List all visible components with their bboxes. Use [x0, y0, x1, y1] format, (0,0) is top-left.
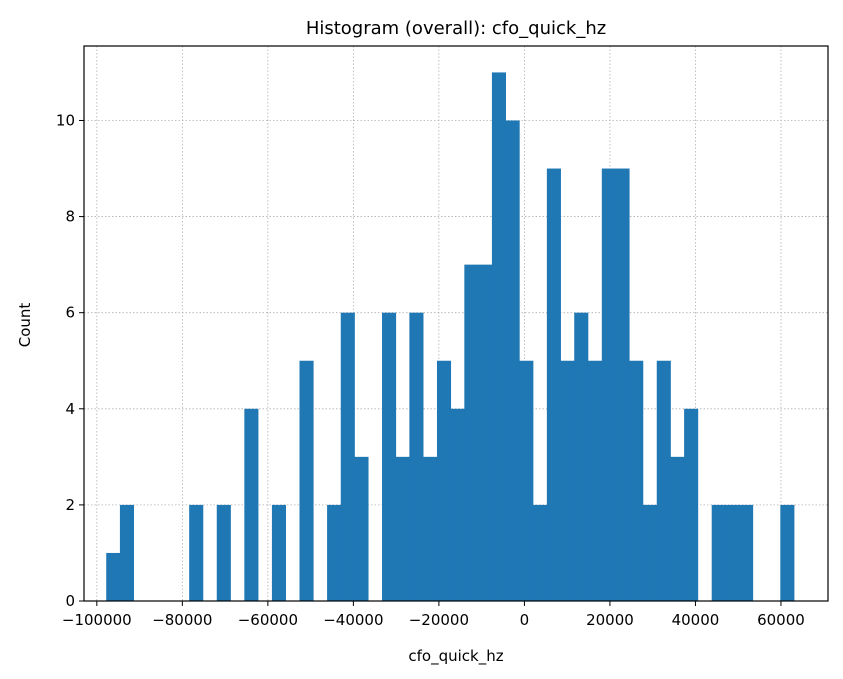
y-tick-label: 4 — [65, 400, 75, 418]
y-tick-label: 2 — [65, 496, 75, 514]
histogram-bar — [739, 504, 754, 601]
histogram-bar — [299, 360, 314, 601]
y-tick-label: 6 — [65, 304, 75, 322]
histogram-bar — [780, 504, 795, 601]
y-axis-label: Count — [16, 303, 34, 348]
x-tick-label: 0 — [520, 611, 530, 629]
histogram-bar — [354, 456, 369, 601]
histogram-bar — [725, 504, 740, 601]
histogram-bars — [106, 72, 795, 601]
histogram-bar — [601, 168, 616, 601]
plot-frame — [83, 45, 829, 602]
histogram-bar — [505, 120, 520, 601]
x-tick-label: −40000 — [323, 611, 383, 629]
histogram-bar — [574, 312, 589, 601]
x-tick-label: −20000 — [409, 611, 469, 629]
histogram-bar — [670, 456, 685, 601]
y-axis-ticks: 0 2 4 6 8 10 — [56, 111, 84, 610]
x-tick-label: −80000 — [152, 611, 212, 629]
histogram-bar — [546, 168, 561, 601]
x-tick-label: −100000 — [62, 611, 132, 629]
histogram-bar — [189, 504, 204, 601]
histogram-bar — [327, 504, 342, 601]
x-axis-label: cfo_quick_hz — [408, 647, 503, 666]
histogram-bar — [587, 360, 603, 601]
histogram-bar — [216, 504, 231, 601]
histogram-bar — [423, 456, 438, 601]
histogram-bar — [340, 312, 355, 601]
histogram-bar — [382, 312, 397, 601]
histogram-bar — [684, 408, 699, 601]
x-tick-label: 60000 — [757, 611, 805, 629]
x-axis-ticks: −100000 −80000 −60000 −40000 −20000 0 20000 400… — [62, 601, 805, 629]
histogram-bar — [395, 456, 410, 601]
histogram-bar — [711, 504, 726, 601]
histogram-bar — [656, 360, 671, 601]
histogram-bar — [450, 408, 465, 601]
histogram-bar — [106, 552, 121, 601]
histogram-bar — [629, 360, 644, 601]
histogram-bar — [119, 504, 134, 601]
x-tick-label: 40000 — [672, 611, 720, 629]
chart-title: Histogram (overall): cfo_quick_hz — [306, 18, 606, 39]
y-tick-label: 0 — [65, 592, 75, 610]
y-tick-label: 8 — [65, 208, 75, 226]
x-tick-label: −60000 — [238, 611, 298, 629]
histogram-bar — [271, 504, 287, 601]
histogram-bar — [519, 360, 534, 601]
histogram-bar — [409, 312, 424, 601]
histogram-bar — [560, 360, 575, 601]
histogram-bar — [642, 504, 658, 601]
histogram-bar — [464, 264, 479, 601]
x-tick-label: 20000 — [586, 611, 634, 629]
histogram-bar — [532, 504, 548, 601]
histogram-bar — [244, 408, 259, 601]
histogram-bar — [436, 360, 452, 601]
histogram-bar — [615, 168, 630, 601]
histogram-bar — [478, 264, 493, 601]
y-tick-label: 10 — [56, 111, 75, 129]
histogram-bar — [491, 72, 506, 601]
